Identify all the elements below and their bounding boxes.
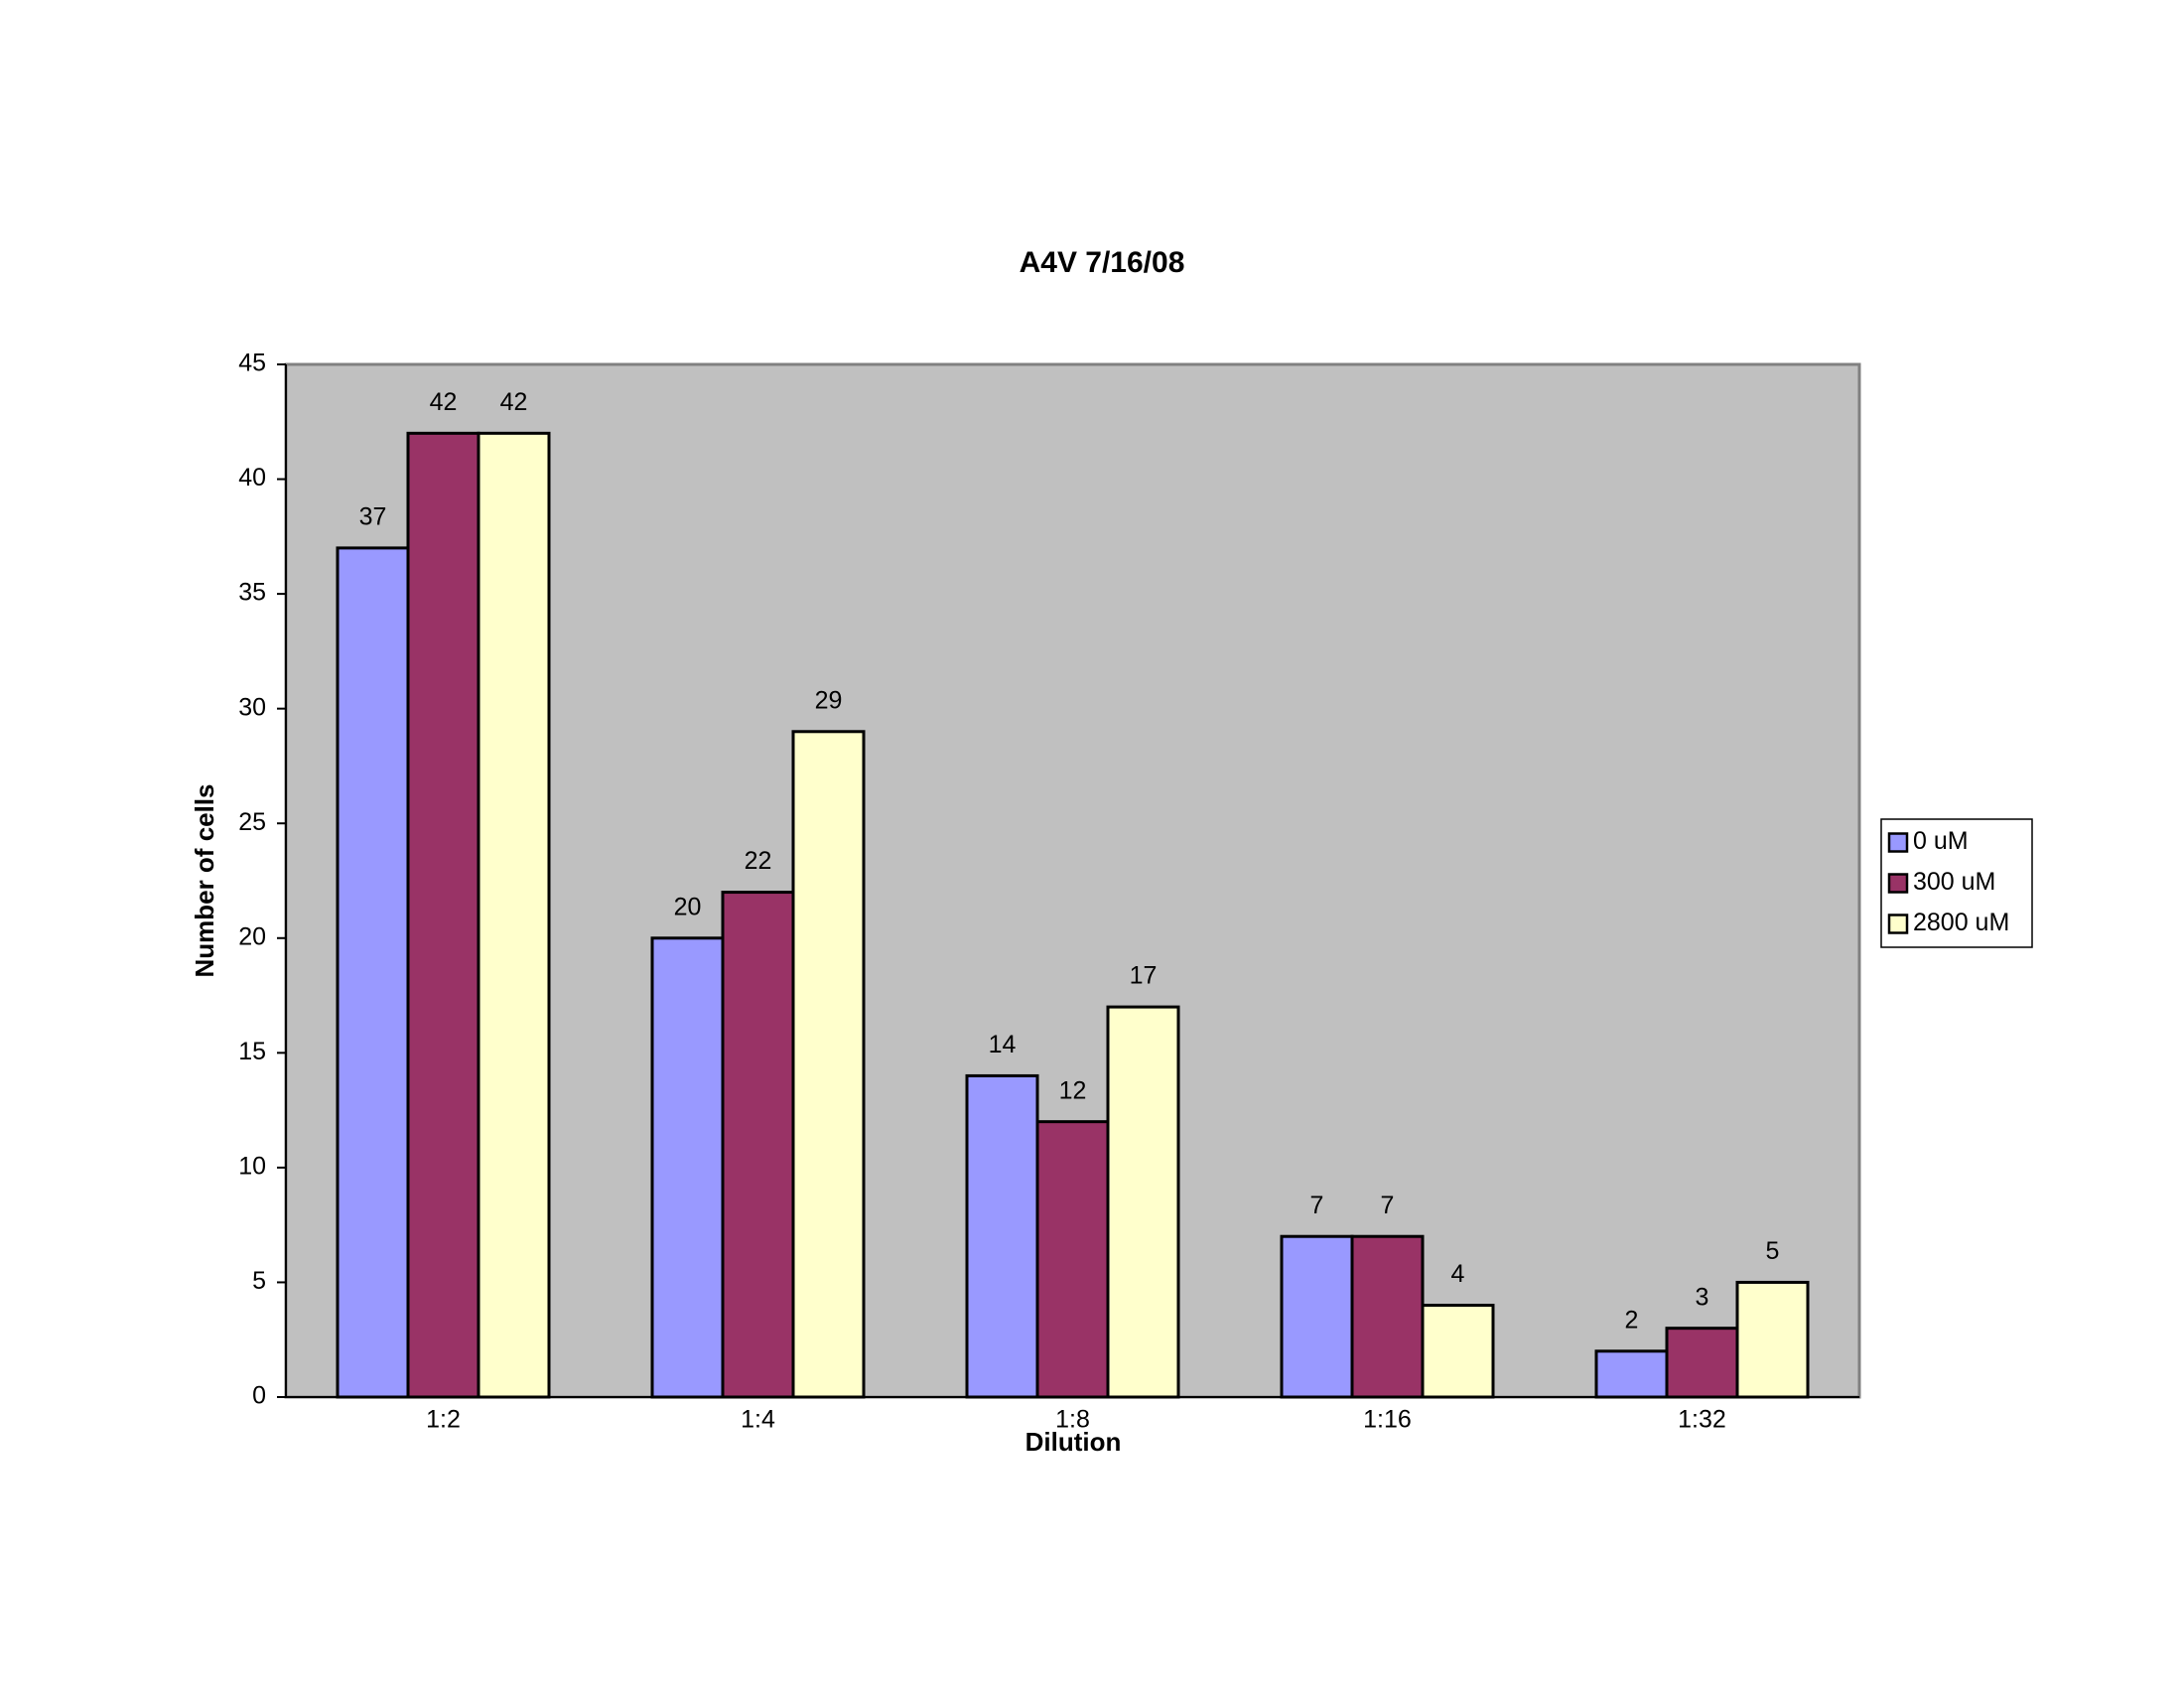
value-label: 37 <box>359 502 387 530</box>
x-tick-label: 1:32 <box>1678 1406 1726 1434</box>
x-tick-label: 1:16 <box>1363 1406 1412 1434</box>
value-label: 14 <box>989 1031 1017 1058</box>
value-label: 5 <box>1766 1237 1780 1265</box>
value-label: 3 <box>1696 1283 1709 1311</box>
legend-label: 0 uM <box>1913 827 1969 855</box>
y-axis-title: Number of cells <box>190 783 219 977</box>
y-tick-label: 20 <box>238 922 266 950</box>
value-label: 4 <box>1451 1260 1465 1288</box>
legend-swatch <box>1887 914 1909 934</box>
legend-swatch <box>1887 832 1909 853</box>
value-label: 7 <box>1381 1192 1395 1219</box>
bar <box>1421 1304 1495 1399</box>
value-label: 29 <box>815 686 843 714</box>
bar <box>1350 1234 1425 1399</box>
legend-swatch <box>1887 873 1909 894</box>
x-tick-label: 1:2 <box>426 1406 461 1434</box>
bar <box>650 936 725 1399</box>
chart-title: A4V 7/16/08 <box>1020 246 1185 279</box>
x-tick-label: 1:8 <box>1055 1406 1090 1434</box>
value-label: 12 <box>1059 1076 1087 1104</box>
value-label: 2 <box>1625 1306 1639 1334</box>
y-tick-label: 25 <box>238 808 266 836</box>
bar <box>1035 1120 1110 1399</box>
value-label: 22 <box>745 847 772 875</box>
y-tick-label: 15 <box>238 1038 266 1065</box>
bar <box>965 1073 1039 1399</box>
y-tick-label: 5 <box>252 1267 266 1295</box>
y-tick-label: 0 <box>252 1382 266 1410</box>
bar <box>1735 1280 1810 1399</box>
bar <box>791 730 866 1399</box>
y-tick-label: 30 <box>238 693 266 721</box>
legend-label: 2800 uM <box>1913 909 2009 936</box>
bar <box>721 891 795 1399</box>
y-tick-label: 40 <box>238 464 266 492</box>
bar <box>1665 1327 1739 1399</box>
value-label: 17 <box>1130 962 1158 990</box>
value-label: 7 <box>1310 1192 1324 1219</box>
y-tick-label: 10 <box>238 1152 266 1180</box>
x-axis-title: Dilution <box>1025 1427 1122 1457</box>
value-label: 42 <box>430 388 458 416</box>
bar <box>1594 1349 1669 1399</box>
y-tick-label: 35 <box>238 579 266 607</box>
legend-label: 300 uM <box>1913 868 1995 896</box>
bar <box>477 431 551 1399</box>
bar <box>336 546 410 1399</box>
bar <box>406 431 480 1399</box>
bar <box>1106 1005 1180 1399</box>
x-tick-label: 1:4 <box>741 1406 775 1434</box>
bar <box>1280 1234 1354 1399</box>
value-label: 42 <box>500 388 528 416</box>
value-label: 20 <box>674 893 702 920</box>
y-tick-label: 45 <box>238 350 266 377</box>
